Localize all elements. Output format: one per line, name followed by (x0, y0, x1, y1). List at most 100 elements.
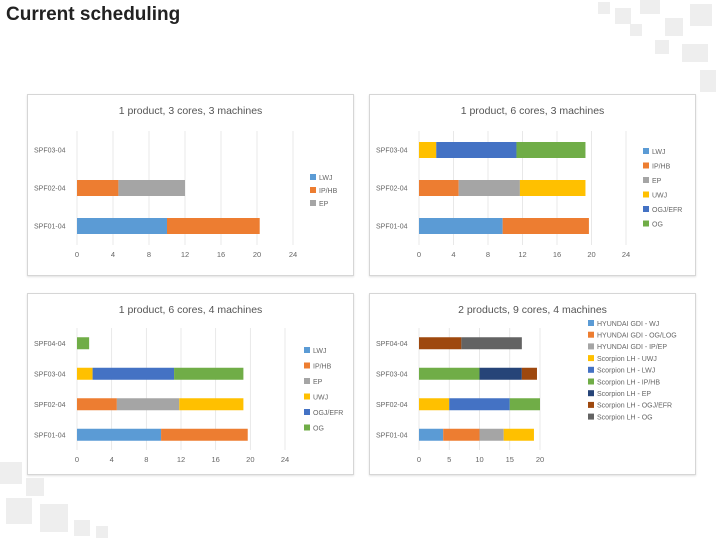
x-tick-label: 15 (506, 455, 514, 464)
bar-ep-spf02-04 (116, 398, 180, 411)
legend-swatch (310, 200, 316, 206)
legend-label: IP/HB (319, 188, 338, 195)
x-tick-label: 4 (451, 250, 455, 259)
chart-svg: 1 product, 6 cores, 4 machines 0 4 8 12 16 20 2… (34, 304, 343, 464)
legend-swatch (643, 220, 649, 227)
x-tick-label: 0 (75, 455, 79, 464)
category-label: SPF02-04 (34, 186, 66, 193)
legend-label: HYUNDAI GDI - WJ (597, 321, 659, 328)
legend-label: HYUNDAI GDI - OG/LOG (597, 333, 677, 340)
legend-label: IP/HB (652, 163, 671, 170)
x-tick-label: 5 (447, 455, 451, 464)
legend-swatch (588, 413, 594, 420)
bar-hyundai-gdi-og-log-spf01-04 (443, 428, 480, 441)
bar-ep-spf02-04 (118, 180, 185, 196)
bar-uwj-spf02-04 (519, 180, 586, 196)
bar-uwj-spf03-04 (419, 142, 437, 158)
legend-swatch (643, 177, 649, 183)
x-tick-label: 10 (475, 455, 483, 464)
legend-swatch (304, 424, 310, 431)
category-label: SPF01-04 (34, 224, 66, 231)
category-label: SPF02-04 (34, 402, 66, 409)
bar-ogj-efr-spf03-04 (436, 142, 517, 158)
category-label: SPF01-04 (376, 432, 408, 439)
legend-swatch (588, 331, 594, 338)
legend-swatch (588, 378, 594, 385)
x-tick-label: 12 (518, 250, 526, 259)
bar-scorpion-lh-uwj-spf01-04 (503, 428, 534, 441)
bar-scorpion-lh-ogj-efr-spf03-04 (521, 367, 537, 380)
decor-square (615, 8, 631, 24)
bar-scorpion-lh-ep-spf03-04 (479, 367, 522, 380)
decor-square (655, 40, 669, 54)
x-tick-label: 4 (110, 455, 114, 464)
x-tick-label: 0 (417, 455, 421, 464)
category-label: SPF03-04 (376, 148, 408, 155)
legend-swatch (304, 393, 310, 400)
bar-og-spf03-04 (516, 142, 586, 158)
decor-square (700, 70, 716, 92)
bar-ip-hb-spf02-04 (419, 180, 459, 196)
chart-panel-3: 1 product, 6 cores, 4 machines 0 4 8 12 16 20 2… (27, 293, 354, 475)
legend-label: HYUNDAI GDI - IP/EP (597, 344, 667, 351)
bar-lwj-spf01-04 (77, 428, 162, 441)
x-tick-label: 8 (144, 455, 148, 464)
chart-title: 1 product, 3 cores, 3 machines (119, 105, 263, 117)
bar-lwj-spf01-04 (77, 218, 167, 234)
legend-label: LWJ (313, 348, 326, 355)
category-label: SPF04-04 (376, 341, 408, 348)
chart-title: 1 product, 6 cores, 3 machines (461, 105, 605, 117)
category-label: SPF04-04 (34, 341, 66, 348)
decor-square (96, 526, 108, 538)
legend-swatch (643, 148, 649, 154)
bar-ip-hb-spf01-04 (161, 428, 248, 441)
category-label: SPF03-04 (34, 148, 66, 155)
x-tick-label: 24 (289, 250, 297, 259)
legend-label: OGJ/EFR (652, 207, 682, 214)
legend-label: UWJ (652, 192, 667, 199)
legend-label: LWJ (319, 175, 332, 182)
bar-ep-spf02-04 (458, 180, 520, 196)
bar-scorpion-lh-og-spf04-04 (461, 337, 522, 350)
chart-panel-2: 1 product, 6 cores, 3 machines 0 4 8 12 16 20 2… (369, 94, 696, 276)
chart-title: 1 product, 6 cores, 4 machines (119, 304, 263, 316)
category-label: SPF01-04 (34, 432, 66, 439)
legend-swatch (588, 390, 594, 397)
category-label: SPF02-04 (376, 402, 408, 409)
legend-swatch (643, 206, 649, 212)
legend-swatch (643, 191, 649, 198)
legend-label: Scorpion LH - UWJ (597, 356, 657, 363)
x-tick-label: 20 (253, 250, 261, 259)
category-label: SPF03-04 (376, 371, 408, 378)
legend-swatch (588, 401, 594, 408)
decor-square (665, 18, 683, 36)
x-tick-label: 0 (75, 250, 79, 259)
decor-square (690, 4, 712, 26)
x-tick-label: 4 (111, 250, 115, 259)
legend-label: Scorpion LH - EP (597, 391, 651, 398)
legend-swatch (588, 366, 594, 373)
legend-label: OG (652, 221, 663, 228)
category-label: SPF01-04 (376, 224, 408, 231)
bar-ip-hb-spf02-04 (77, 180, 119, 196)
legend-label: Scorpion LH - IP/HB (597, 379, 660, 386)
decor-square (598, 2, 610, 14)
bar-lwj-spf01-04 (419, 218, 503, 234)
category-label: SPF02-04 (376, 186, 408, 193)
legend-label: Scorpion LH - OGJ/EFR (597, 403, 672, 410)
legend-swatch (643, 162, 649, 169)
chart-svg: 1 product, 3 cores, 3 machines 0 4 8 12 16 20 2… (34, 105, 338, 259)
bar-ip-hb-spf02-04 (77, 398, 117, 411)
legend-label: Scorpion LH - OG (597, 414, 653, 421)
chart-panel-4: 2 products, 9 cores, 4 machines 0 5 10 15 20 S… (369, 293, 696, 475)
legend-swatch (304, 362, 310, 369)
x-tick-label: 20 (587, 250, 595, 259)
bar-uwj-spf03-04 (77, 367, 93, 380)
legend-swatch (310, 187, 316, 193)
x-tick-label: 16 (211, 455, 219, 464)
legend-label: UWJ (313, 394, 328, 401)
x-tick-label: 24 (281, 455, 289, 464)
legend-label: EP (319, 201, 329, 208)
legend-swatch (310, 174, 316, 180)
x-tick-label: 8 (147, 250, 151, 259)
